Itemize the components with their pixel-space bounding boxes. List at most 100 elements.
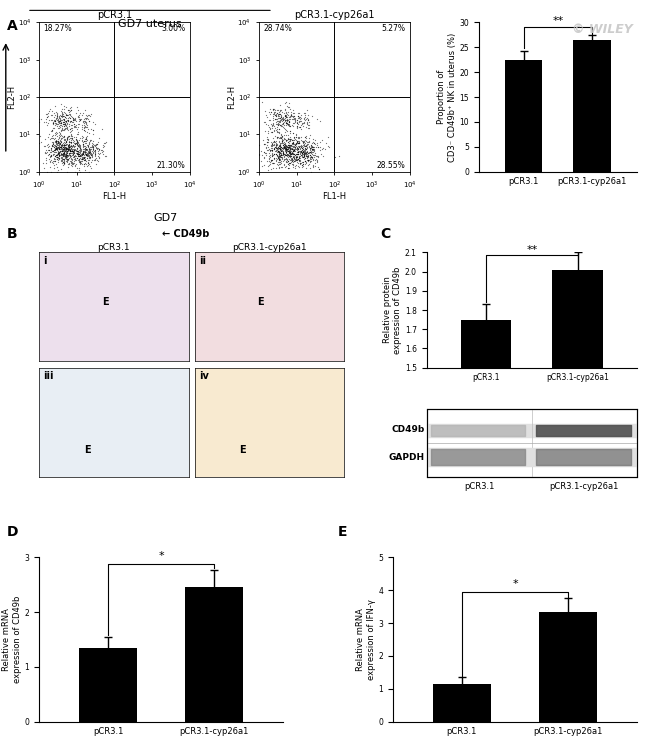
Point — [278, 117, 289, 129]
Point — [278, 118, 288, 130]
Point — [62, 114, 72, 126]
Point — [273, 144, 283, 156]
Point — [73, 147, 84, 159]
Point — [66, 155, 76, 167]
Point — [308, 138, 318, 150]
Point — [283, 97, 294, 109]
Point — [268, 103, 278, 115]
Point — [54, 126, 64, 138]
Point — [86, 156, 96, 168]
Point — [83, 156, 94, 168]
Point — [50, 147, 60, 158]
Text: ii: ii — [199, 256, 206, 266]
Point — [57, 112, 68, 124]
Point — [57, 157, 67, 169]
Point — [287, 158, 298, 170]
Point — [66, 156, 77, 168]
Point — [280, 115, 291, 126]
Point — [62, 123, 72, 135]
Point — [72, 138, 82, 150]
Point — [283, 116, 294, 128]
Point — [296, 141, 306, 153]
Point — [98, 148, 108, 160]
Point — [60, 148, 71, 160]
Point — [83, 145, 94, 157]
Point — [61, 150, 72, 162]
Point — [289, 155, 299, 167]
Point — [86, 145, 97, 157]
Point — [57, 144, 67, 156]
Point — [299, 148, 309, 160]
Point — [291, 143, 302, 155]
Point — [292, 137, 303, 149]
Point — [266, 140, 276, 152]
Point — [62, 121, 72, 133]
Point — [98, 144, 108, 155]
Point — [73, 140, 83, 152]
Point — [57, 124, 67, 136]
Point — [295, 158, 306, 170]
Point — [72, 109, 83, 121]
Point — [270, 143, 281, 155]
Point — [296, 150, 307, 161]
Point — [47, 114, 57, 126]
Point — [63, 139, 73, 151]
Point — [57, 138, 68, 150]
Point — [82, 130, 92, 142]
Point — [294, 106, 304, 118]
Point — [75, 155, 86, 167]
Point — [287, 148, 298, 160]
Point — [78, 107, 88, 119]
Point — [299, 150, 309, 161]
Point — [265, 121, 276, 133]
Point — [278, 147, 289, 159]
Point — [94, 143, 105, 155]
Point — [302, 138, 312, 150]
Point — [58, 149, 68, 161]
Point — [72, 135, 83, 147]
Point — [292, 153, 302, 165]
Point — [58, 153, 68, 165]
Point — [287, 137, 297, 149]
Point — [274, 141, 284, 153]
Point — [44, 103, 55, 115]
Point — [94, 132, 104, 144]
Point — [72, 136, 82, 148]
Point — [276, 115, 287, 127]
Point — [276, 135, 287, 147]
Point — [51, 118, 62, 130]
Point — [51, 153, 62, 165]
Point — [306, 143, 317, 155]
Point — [272, 123, 282, 135]
Point — [294, 115, 304, 127]
Point — [57, 110, 67, 122]
Point — [280, 129, 291, 141]
Point — [287, 140, 298, 152]
Point — [52, 127, 62, 139]
Point — [270, 112, 280, 124]
Point — [272, 147, 282, 158]
Point — [46, 144, 56, 155]
Point — [307, 152, 317, 164]
Point — [287, 152, 298, 164]
Point — [300, 148, 310, 160]
Point — [278, 139, 289, 151]
Point — [83, 147, 94, 158]
Point — [291, 137, 301, 149]
Point — [57, 150, 67, 161]
Point — [72, 138, 82, 150]
Point — [59, 116, 70, 128]
Point — [65, 112, 75, 124]
Point — [298, 143, 308, 155]
Point — [304, 142, 315, 154]
Point — [290, 149, 300, 161]
Point — [81, 150, 92, 161]
Point — [58, 150, 68, 161]
Point — [268, 143, 279, 155]
Point — [300, 147, 310, 158]
Point — [72, 124, 83, 135]
Point — [295, 113, 306, 125]
Point — [306, 141, 317, 153]
Point — [73, 113, 84, 125]
Point — [34, 129, 45, 141]
